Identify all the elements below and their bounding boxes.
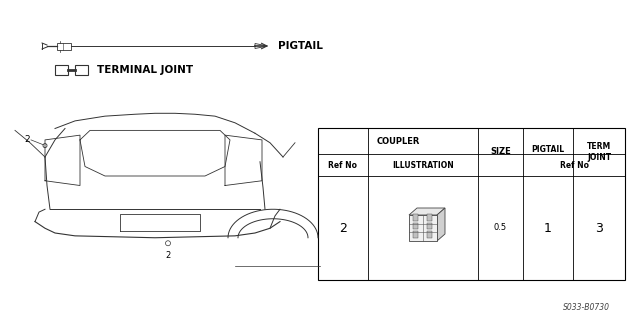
Polygon shape xyxy=(255,44,265,49)
Polygon shape xyxy=(409,208,445,215)
Text: TERMINAL JOINT: TERMINAL JOINT xyxy=(97,65,193,75)
Text: 0.5: 0.5 xyxy=(494,223,507,233)
Text: Ref No: Ref No xyxy=(560,161,589,170)
Bar xyxy=(427,223,432,229)
Bar xyxy=(55,65,68,75)
Text: COUPLER: COUPLER xyxy=(376,137,420,146)
Text: 2: 2 xyxy=(339,221,347,235)
Text: SIZE: SIZE xyxy=(490,148,511,156)
Text: 3: 3 xyxy=(595,221,603,235)
Text: 1: 1 xyxy=(544,221,552,235)
Text: Ref No: Ref No xyxy=(329,161,358,170)
Bar xyxy=(413,231,418,238)
Bar xyxy=(427,231,432,238)
Text: TERM
JOINT: TERM JOINT xyxy=(587,142,611,162)
Bar xyxy=(75,65,88,75)
Text: 2: 2 xyxy=(165,251,171,260)
Text: S033-B0730: S033-B0730 xyxy=(563,303,610,312)
Text: 2: 2 xyxy=(25,135,30,144)
Bar xyxy=(413,214,418,221)
Text: PIGTAIL: PIGTAIL xyxy=(532,145,565,154)
Bar xyxy=(409,215,437,241)
Text: ILLUSTRATION: ILLUSTRATION xyxy=(392,161,454,170)
Bar xyxy=(57,43,71,50)
Bar xyxy=(413,223,418,229)
Polygon shape xyxy=(437,208,445,241)
Bar xyxy=(318,128,625,280)
Text: PIGTAIL: PIGTAIL xyxy=(278,41,323,51)
Bar xyxy=(427,214,432,221)
